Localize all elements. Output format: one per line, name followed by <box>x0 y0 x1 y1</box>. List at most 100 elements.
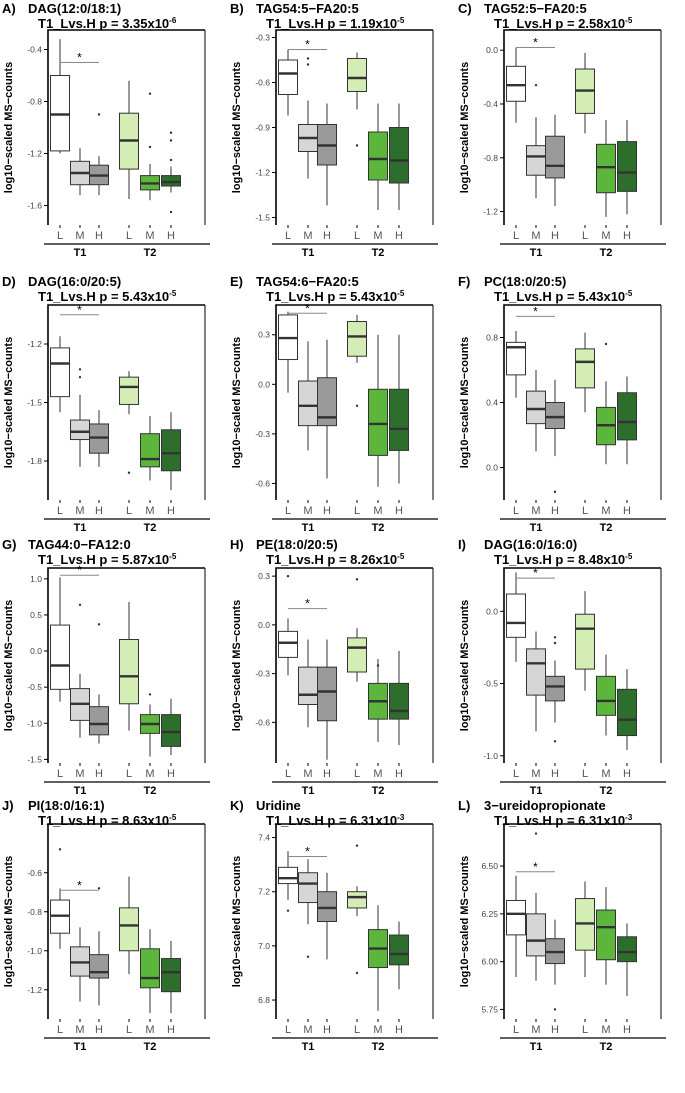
x-tick-label: H <box>623 230 631 242</box>
y-axis-line <box>275 304 433 500</box>
box-body <box>161 175 181 187</box>
x-tick-label: L <box>285 505 291 517</box>
p-value-text: T1_Lvs.H p = 8.48x10 <box>494 552 625 567</box>
box-h-t2 <box>389 650 409 746</box>
box-body <box>368 131 388 181</box>
x-tick-label: H <box>623 1024 631 1036</box>
x-tick-label: H <box>323 230 331 242</box>
box-h-t1 <box>317 339 337 479</box>
x-tick-label: L <box>354 768 360 780</box>
box-m-t1 <box>70 927 90 1002</box>
box-l-t2 <box>119 80 139 199</box>
panel-g: G) TAG44:0−FA12:0T1_Lvs.H p = 5.87x10-5 lo… <box>2 537 210 797</box>
p-value-label: T1_Lvs.H p = 5.87x10-5 <box>38 552 177 567</box>
outlier-point <box>534 83 538 87</box>
p-value-text: T1_Lvs.H p = 8.63x10 <box>38 813 169 828</box>
outlier-point <box>306 955 310 958</box>
x-tick-label: H <box>623 768 631 780</box>
box-body <box>526 390 546 425</box>
x-tick-label: L <box>285 768 291 780</box>
x-tick-label: L <box>513 230 519 242</box>
y-tick-label: -1.2 <box>483 207 498 217</box>
x-tick-label: M <box>75 768 84 780</box>
box-body <box>389 682 409 720</box>
x-tick-label: L <box>582 230 588 242</box>
y-tick-label: -0.9 <box>255 123 270 133</box>
x-tick-label: M <box>531 1024 540 1036</box>
box-l-t2 <box>119 876 139 975</box>
x-tick-label: H <box>395 230 403 242</box>
y-tick-label: 7.4 <box>258 833 270 843</box>
box-body <box>89 954 109 979</box>
x-tick-label: H <box>551 1024 559 1036</box>
x-tick-label: L <box>126 1024 132 1036</box>
x-tick-label: L <box>57 1024 63 1036</box>
panel-letter: B) <box>230 1 244 16</box>
x-tick-label: H <box>167 1024 175 1036</box>
group-label-t2: T2 <box>144 247 157 259</box>
box-h-t1 <box>89 410 109 467</box>
x-tick-label: M <box>303 230 312 242</box>
group-label-t1: T1 <box>302 247 315 259</box>
box-body <box>526 913 546 957</box>
p-value-text: T1_Lvs.H p = 1.19x10 <box>266 16 397 31</box>
p-value-text: T1_Lvs.H p = 5.87x10 <box>38 552 169 567</box>
box-body <box>347 321 367 357</box>
box-m-t1 <box>526 832 546 981</box>
x-tick-label: H <box>95 768 103 780</box>
box-body <box>161 958 181 993</box>
y-tick-label: 0.8 <box>486 333 498 343</box>
box-body <box>506 341 526 376</box>
y-axis-line <box>275 823 433 1019</box>
panel-letter: I) <box>458 537 466 552</box>
y-axis-label: log10−scaled MS−counts <box>231 337 243 468</box>
box-h-t2 <box>389 103 409 210</box>
outlier-point <box>553 490 557 494</box>
box-l-t1 <box>506 47 526 123</box>
group-label-t1: T1 <box>74 785 87 797</box>
outlier-point <box>355 144 359 147</box>
outlier-point <box>97 113 101 116</box>
y-tick-label: 7.0 <box>258 941 270 951</box>
box-l-t2 <box>347 578 367 682</box>
p-value-text: T1_Lvs.H p = 5.43x10 <box>494 289 625 304</box>
group-label-t1: T1 <box>530 247 543 259</box>
box-l-t1 <box>50 39 70 154</box>
group-label-t2: T2 <box>372 247 385 259</box>
x-tick-label: M <box>75 505 84 517</box>
box-m-t1 <box>526 370 546 452</box>
box-body <box>575 613 595 670</box>
significance-star: * <box>305 597 310 611</box>
outlier-point <box>553 636 557 639</box>
box-m-t1 <box>298 341 318 451</box>
group-label-t1: T1 <box>530 1041 543 1053</box>
x-tick-label: L <box>582 505 588 517</box>
y-tick-label: -0.3 <box>255 669 270 679</box>
x-tick-label: M <box>373 1024 382 1036</box>
x-tick-label: L <box>354 505 360 517</box>
p-value-exponent: -5 <box>625 289 633 298</box>
y-tick-label: 0.0 <box>258 620 270 630</box>
significance-star: * <box>533 860 538 874</box>
box-m-t2 <box>368 659 388 742</box>
box-m-t2 <box>596 654 616 736</box>
x-tick-label: L <box>354 1024 360 1036</box>
box-m-t1 <box>298 57 318 179</box>
y-tick-label: -0.6 <box>255 717 270 727</box>
group-label-t2: T2 <box>372 1041 385 1053</box>
p-value-label: T1_Lvs.H p = 6.31x10-3 <box>266 813 405 828</box>
box-body <box>617 141 637 192</box>
group-label-t1: T1 <box>74 1041 87 1053</box>
box-l-t1 <box>50 848 70 949</box>
p-value-exponent: -5 <box>169 289 177 298</box>
p-value-text: T1_Lvs.H p = 8.26x10 <box>266 552 397 567</box>
x-tick-label: M <box>303 505 312 517</box>
y-tick-label: 1.0 <box>30 574 42 584</box>
box-body <box>70 419 90 441</box>
box-body <box>317 377 337 427</box>
box-m-t2 <box>368 905 388 1011</box>
box-h-t1 <box>317 103 337 206</box>
outlier-point <box>553 740 557 743</box>
y-axis-label: log10−scaled MS−counts <box>459 856 471 987</box>
box-body <box>347 58 367 92</box>
